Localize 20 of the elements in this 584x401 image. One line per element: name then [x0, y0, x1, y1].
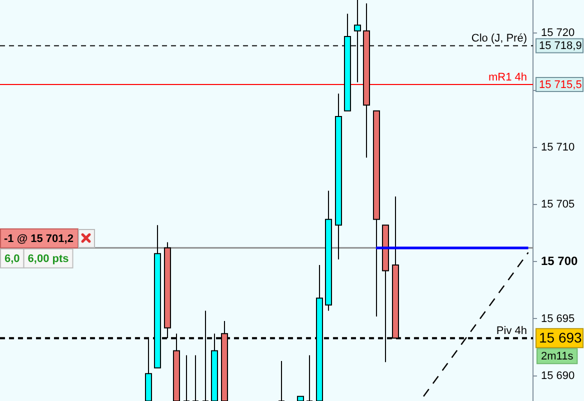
- y-tick-label: 15 720: [541, 27, 575, 40]
- text: 15 715,5: [539, 79, 582, 92]
- annotation: 6,0: [4, 252, 20, 265]
- y-tick-label: 15 710: [541, 141, 575, 154]
- annotation: 6,00 pts: [28, 252, 69, 265]
- ref-line-label: -1 @ 15 701,2: [4, 232, 74, 245]
- y-tick-label: 15 700: [541, 254, 578, 268]
- candlestick: [192, 354, 199, 401]
- y-tick-label: 15 695: [541, 312, 575, 325]
- candlestick: [306, 354, 313, 401]
- y-tick-label: 15 705: [541, 198, 575, 211]
- ref-line-label: Clo (J, Pré): [471, 32, 527, 45]
- ref-line-label: Piv 4h: [496, 325, 527, 338]
- ref-line-label: mR1 4h: [488, 72, 527, 84]
- text: 15 718,9: [539, 40, 582, 52]
- candlestick: [278, 360, 285, 401]
- candlestick: [183, 354, 190, 401]
- text: 15 693: [539, 330, 582, 346]
- text: 2m11s: [541, 350, 574, 363]
- y-tick-label: 15 690: [541, 370, 575, 382]
